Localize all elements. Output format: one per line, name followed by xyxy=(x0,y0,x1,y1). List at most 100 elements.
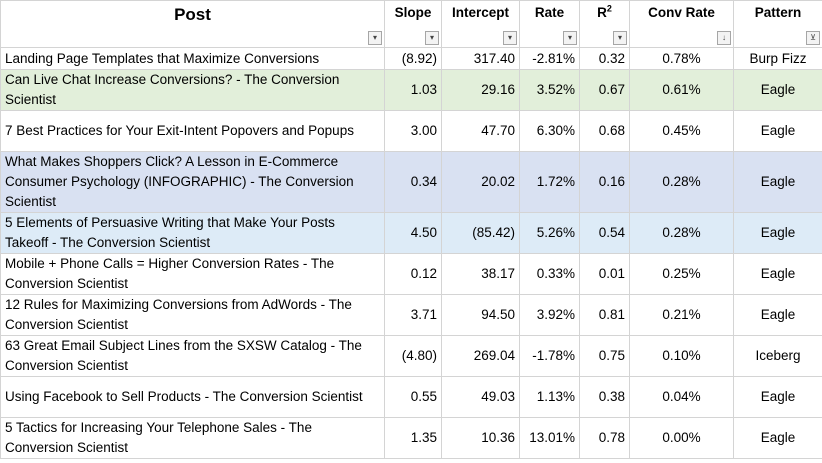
cell-rate[interactable]: 1.13% xyxy=(519,376,580,418)
table-row: 5 Tactics for Increasing Your Telephone … xyxy=(0,417,822,459)
cell-slope[interactable]: 0.34 xyxy=(384,151,442,213)
filter-dropdown-icon[interactable]: ▾ xyxy=(425,31,439,45)
cell-conv-rate[interactable]: 0.28% xyxy=(629,212,734,254)
cell-intercept[interactable]: 47.70 xyxy=(441,110,520,152)
cell-conv-rate[interactable]: 0.45% xyxy=(629,110,734,152)
cell-post[interactable]: What Makes Shoppers Click? A Lesson in E… xyxy=(0,151,385,213)
cell-conv-rate[interactable]: 0.78% xyxy=(629,47,734,70)
pattern-header-label: Pattern xyxy=(754,5,802,20)
cell-r2[interactable]: 0.54 xyxy=(579,212,630,254)
cell-intercept[interactable]: 94.50 xyxy=(441,294,520,336)
cell-slope[interactable]: 0.12 xyxy=(384,253,442,295)
cell-slope[interactable]: 1.35 xyxy=(384,417,442,459)
cell-post[interactable]: 63 Great Email Subject Lines from the SX… xyxy=(0,335,385,377)
table-row: Can Live Chat Increase Conversions? - Th… xyxy=(0,69,822,111)
cell-pattern[interactable]: Iceberg xyxy=(733,335,822,377)
cell-conv-rate[interactable]: 0.61% xyxy=(629,69,734,111)
sort-descending-icon[interactable]: ↓ xyxy=(717,31,731,45)
cell-r2[interactable]: 0.81 xyxy=(579,294,630,336)
cell-r2[interactable]: 0.32 xyxy=(579,47,630,70)
cell-r2[interactable]: 0.16 xyxy=(579,151,630,213)
cell-post[interactable]: Landing Page Templates that Maximize Con… xyxy=(0,47,385,70)
filter-dropdown-icon[interactable]: ▾ xyxy=(563,31,577,45)
cell-r2[interactable]: 0.67 xyxy=(579,69,630,111)
cell-rate[interactable]: -1.78% xyxy=(519,335,580,377)
cell-rate[interactable]: 3.92% xyxy=(519,294,580,336)
cell-conv-rate[interactable]: 0.00% xyxy=(629,417,734,459)
cell-conv-rate[interactable]: 0.10% xyxy=(629,335,734,377)
cell-intercept[interactable]: 38.17 xyxy=(441,253,520,295)
cell-pattern[interactable]: Eagle xyxy=(733,110,822,152)
cell-slope[interactable]: 3.71 xyxy=(384,294,442,336)
cell-post[interactable]: 7 Best Practices for Your Exit-Intent Po… xyxy=(0,110,385,152)
cell-slope[interactable]: (4.80) xyxy=(384,335,442,377)
cell-r2[interactable]: 0.38 xyxy=(579,376,630,418)
cell-pattern[interactable]: Eagle xyxy=(733,253,822,295)
filter-applied-icon[interactable]: ⊻ xyxy=(806,31,820,45)
cell-pattern[interactable]: Eagle xyxy=(733,417,822,459)
cell-r2[interactable]: 0.75 xyxy=(579,335,630,377)
cell-slope[interactable]: 1.03 xyxy=(384,69,442,111)
cell-slope[interactable]: 4.50 xyxy=(384,212,442,254)
table-row: 5 Elements of Persuasive Writing that Ma… xyxy=(0,212,822,254)
column-header-post: Post ▾ xyxy=(0,0,385,48)
r2-base: R xyxy=(597,5,607,20)
cell-rate[interactable]: 0.33% xyxy=(519,253,580,295)
intercept-header-label: Intercept xyxy=(451,5,509,20)
column-header-slope: Slope ▾ xyxy=(384,0,442,48)
table-row: Mobile + Phone Calls = Higher Conversion… xyxy=(0,253,822,295)
cell-r2[interactable]: 0.01 xyxy=(579,253,630,295)
header-row: Post ▾ Slope ▾ Intercept ▾ Rate ▾ R2 ▾ C… xyxy=(0,0,822,48)
cell-pattern[interactable]: Eagle xyxy=(733,376,822,418)
cell-conv-rate[interactable]: 0.04% xyxy=(629,376,734,418)
cell-rate[interactable]: 13.01% xyxy=(519,417,580,459)
cell-slope[interactable]: 0.55 xyxy=(384,376,442,418)
cell-pattern[interactable]: Eagle xyxy=(733,294,822,336)
cell-post[interactable]: 5 Elements of Persuasive Writing that Ma… xyxy=(0,212,385,254)
cell-pattern[interactable]: Eagle xyxy=(733,212,822,254)
cell-post[interactable]: Mobile + Phone Calls = Higher Conversion… xyxy=(0,253,385,295)
cell-rate[interactable]: 6.30% xyxy=(519,110,580,152)
r2-header-label: R2 xyxy=(584,3,625,23)
cell-conv-rate[interactable]: 0.28% xyxy=(629,151,734,213)
cell-pattern[interactable]: Burp Fizz xyxy=(733,47,822,70)
cell-conv-rate[interactable]: 0.21% xyxy=(629,294,734,336)
cell-intercept[interactable]: 20.02 xyxy=(441,151,520,213)
cell-intercept[interactable]: 317.40 xyxy=(441,47,520,70)
cell-intercept[interactable]: 269.04 xyxy=(441,335,520,377)
cell-slope[interactable]: 3.00 xyxy=(384,110,442,152)
cell-post[interactable]: 5 Tactics for Increasing Your Telephone … xyxy=(0,417,385,459)
column-header-r2: R2 ▾ xyxy=(579,0,630,48)
cell-pattern[interactable]: Eagle xyxy=(733,69,822,111)
slope-header-label: Slope xyxy=(394,5,432,20)
cell-pattern[interactable]: Eagle xyxy=(733,151,822,213)
cell-intercept[interactable]: (85.42) xyxy=(441,212,520,254)
cell-r2[interactable]: 0.68 xyxy=(579,110,630,152)
r2-superscript: 2 xyxy=(606,3,612,14)
cell-rate[interactable]: -2.81% xyxy=(519,47,580,70)
cell-intercept[interactable]: 29.16 xyxy=(441,69,520,111)
cell-r2[interactable]: 0.78 xyxy=(579,417,630,459)
conv-rate-header-label: Conv Rate xyxy=(648,5,715,20)
table-row: Landing Page Templates that Maximize Con… xyxy=(0,47,822,70)
cell-post[interactable]: 12 Rules for Maximizing Conversions from… xyxy=(0,294,385,336)
rate-header-label: Rate xyxy=(534,5,565,20)
filter-dropdown-icon[interactable]: ▾ xyxy=(368,31,382,45)
cell-conv-rate[interactable]: 0.25% xyxy=(629,253,734,295)
cell-post[interactable]: Using Facebook to Sell Products - The Co… xyxy=(0,376,385,418)
table-row: What Makes Shoppers Click? A Lesson in E… xyxy=(0,151,822,213)
cell-intercept[interactable]: 10.36 xyxy=(441,417,520,459)
table-row: Using Facebook to Sell Products - The Co… xyxy=(0,376,822,418)
table-row: 63 Great Email Subject Lines from the SX… xyxy=(0,335,822,377)
column-header-pattern: Pattern ⊻ xyxy=(733,0,822,48)
filter-dropdown-icon[interactable]: ▾ xyxy=(503,31,517,45)
cell-rate[interactable]: 5.26% xyxy=(519,212,580,254)
filter-dropdown-icon[interactable]: ▾ xyxy=(613,31,627,45)
cell-slope[interactable]: (8.92) xyxy=(384,47,442,70)
cell-rate[interactable]: 3.52% xyxy=(519,69,580,111)
column-header-rate: Rate ▾ xyxy=(519,0,580,48)
cell-rate[interactable]: 1.72% xyxy=(519,151,580,213)
cell-intercept[interactable]: 49.03 xyxy=(441,376,520,418)
cell-post[interactable]: Can Live Chat Increase Conversions? - Th… xyxy=(0,69,385,111)
